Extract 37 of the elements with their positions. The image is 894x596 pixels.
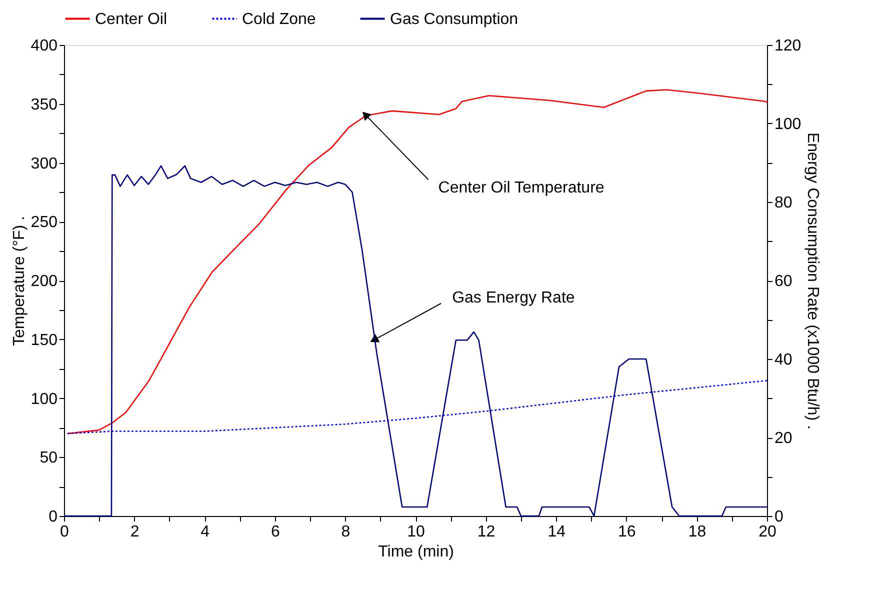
x-tick-label: 2 <box>130 524 140 540</box>
x-axis-title: Time (min) <box>378 544 454 560</box>
x-tick-label: 6 <box>270 524 280 540</box>
y-tick-label: 300 <box>30 155 58 172</box>
x-tick-label: 4 <box>200 524 210 540</box>
y-tick-label: 200 <box>30 273 58 290</box>
annotation: Center Oil Temperature <box>438 180 604 197</box>
x-tick-label: 8 <box>341 524 350 540</box>
line-series <box>66 89 768 434</box>
legend-label: Cold Zone <box>242 10 316 28</box>
y2-tick-label: 120 <box>774 38 802 54</box>
legend-label: Center Oil <box>95 10 168 28</box>
y2-tick-label: 40 <box>774 352 792 368</box>
x-tick-label: 16 <box>618 524 636 540</box>
annotation: Gas Energy Rate <box>452 289 575 306</box>
x-tick-label: 20 <box>758 524 776 540</box>
x-tick-label: 12 <box>477 524 496 540</box>
y-tick-label: 350 <box>30 96 58 114</box>
line-series <box>66 380 768 434</box>
legend-label: Gas Consumption <box>390 10 518 28</box>
y-tick-label: 100 <box>30 390 58 408</box>
y2-axis-title: Energy Consumption Rate (x1000 Btu/h) . <box>804 132 822 430</box>
x-tick-label: 18 <box>688 524 706 540</box>
y2-tick-label: 100 <box>774 116 802 133</box>
y-tick-label: 150 <box>30 332 58 349</box>
y2-tick-label: 80 <box>774 194 792 212</box>
y2-tick-label: 0 <box>774 508 784 526</box>
y2-tick-label: 60 <box>774 273 792 290</box>
y-tick-label: 400 <box>30 38 58 54</box>
y-axis-title: Temperature (°F) . <box>10 216 28 346</box>
y2-tick-label: 20 <box>774 430 792 447</box>
y-tick-label: 0 <box>48 508 58 526</box>
x-tick-label: 0 <box>60 524 70 540</box>
x-tick-label: 14 <box>548 524 566 540</box>
x-tick-label: 10 <box>407 524 425 540</box>
y-tick-label: 250 <box>30 214 58 232</box>
y-tick-label: 50 <box>40 450 58 467</box>
